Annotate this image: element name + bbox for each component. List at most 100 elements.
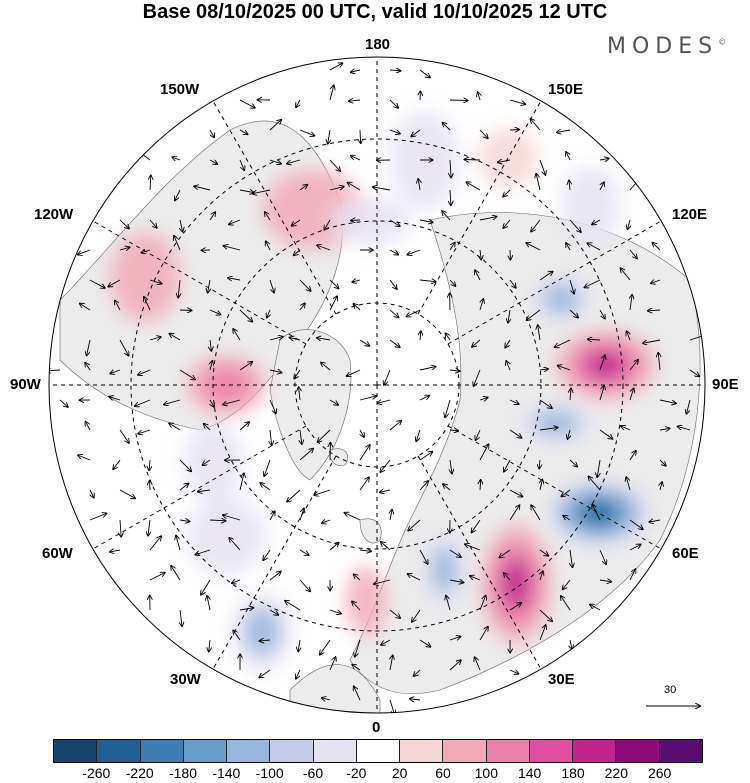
wind-arrow (629, 360, 638, 371)
lon-label-90w: 90W (10, 376, 41, 393)
wind-arrow (416, 429, 421, 441)
wind-arrow (449, 279, 455, 286)
colorbar-swatch (615, 740, 659, 762)
wind-arrow (472, 339, 481, 347)
meridian-line (447, 220, 662, 345)
wind-arrow (539, 625, 546, 641)
wind-arrow (85, 422, 91, 431)
wind-arrow (239, 422, 249, 431)
wind-arrow (174, 236, 181, 251)
wind-arrow (223, 399, 241, 405)
wind-arrow (328, 129, 330, 144)
anomaly-contour (243, 607, 280, 656)
anomaly-contour (532, 409, 581, 437)
anomaly-contour (345, 566, 386, 637)
wind-arrow (300, 429, 302, 444)
meridian-line (92, 220, 307, 345)
wind-arrow (561, 489, 571, 496)
lon-label-30w: 30W (170, 671, 201, 688)
wind-arrow (239, 99, 255, 108)
wind-arrow (223, 246, 241, 251)
wind-arrow (239, 309, 252, 322)
wind-arrow (113, 459, 121, 469)
wind-arrow (449, 580, 463, 583)
wind-arrow (389, 609, 400, 618)
wind-arrow (509, 399, 519, 404)
wind-arrow (570, 549, 572, 567)
latitude-circle (130, 138, 624, 632)
wind-arrow (148, 519, 150, 536)
wind-arrow (317, 338, 331, 340)
wind-arrow (531, 219, 541, 232)
wind-arrow (474, 369, 481, 386)
anomaly-contour (331, 196, 412, 247)
wind-arrow (561, 596, 571, 611)
wind-arrow (179, 520, 189, 521)
lon-label-120e: 120E (672, 206, 708, 223)
wind-arrow (78, 455, 91, 461)
wind-arrow (210, 339, 211, 351)
wind-arrow (389, 309, 399, 317)
wind-arrow (509, 99, 525, 104)
wind-arrow (659, 399, 676, 403)
wind-arrow (269, 370, 282, 373)
meridian-line (447, 425, 662, 550)
colorbar-swatch (312, 740, 356, 762)
wind-arrow (252, 189, 271, 194)
modes-logo: MODES© (607, 34, 726, 59)
wind-arrow (443, 484, 451, 491)
wind-arrow (599, 429, 613, 439)
wind-arrow (296, 99, 300, 107)
wind-arrow (329, 63, 342, 71)
wind-arrow (599, 309, 605, 319)
wind-arrow (178, 279, 180, 297)
wind-arrow (503, 189, 511, 197)
colorbar (53, 739, 703, 763)
wind-arrow (149, 219, 157, 228)
polar-map (48, 56, 706, 714)
wind-arrow (503, 219, 511, 228)
colorbar-tick-label: 60 (435, 765, 451, 781)
wind-arrow (568, 429, 570, 439)
wind-arrow (149, 459, 150, 470)
wind-arrow (479, 398, 488, 400)
wind-arrow (179, 484, 188, 491)
lon-label-120w: 120W (34, 206, 74, 223)
wind-arrow (239, 608, 253, 610)
wind-arrow (119, 429, 129, 443)
anomaly-contour (183, 421, 244, 502)
colorbar-tick-label: 260 (647, 765, 672, 781)
wind-arrow (287, 159, 301, 164)
wind-arrow (652, 243, 661, 251)
wind-arrow (660, 482, 662, 491)
wind-arrow (509, 505, 519, 521)
wind-arrow (569, 459, 577, 467)
wind-arrow (659, 428, 670, 430)
wind-arrow (352, 280, 361, 282)
wind-arrow (263, 549, 271, 560)
wind-arrow (209, 212, 215, 221)
colorbar-tick-label: 140 (517, 765, 542, 781)
wind-arrow (353, 304, 361, 311)
anomaly-contour (584, 349, 628, 380)
wind-arrow (627, 331, 630, 341)
wind-arrow (299, 549, 309, 555)
colorbar-tick-label: -260 (82, 765, 111, 781)
wind-arrow (480, 249, 481, 260)
wind-arrow (446, 596, 451, 611)
colorbar-swatch (572, 740, 616, 762)
lon-label-30e: 30E (548, 671, 575, 688)
colorbar-swatch (399, 740, 443, 762)
wind-arrow (588, 339, 601, 340)
wind-arrow (509, 279, 516, 288)
wind-arrow (49, 370, 61, 371)
wind-arrow (232, 580, 241, 583)
wind-arrow (450, 459, 452, 474)
wind-arrow (629, 519, 643, 529)
wind-arrow (389, 421, 401, 431)
wind-arrow (419, 481, 428, 491)
wind-arrow (418, 179, 420, 191)
wind-arrow (465, 544, 481, 551)
wind-arrow (149, 536, 161, 551)
wind-arrow (260, 483, 271, 491)
